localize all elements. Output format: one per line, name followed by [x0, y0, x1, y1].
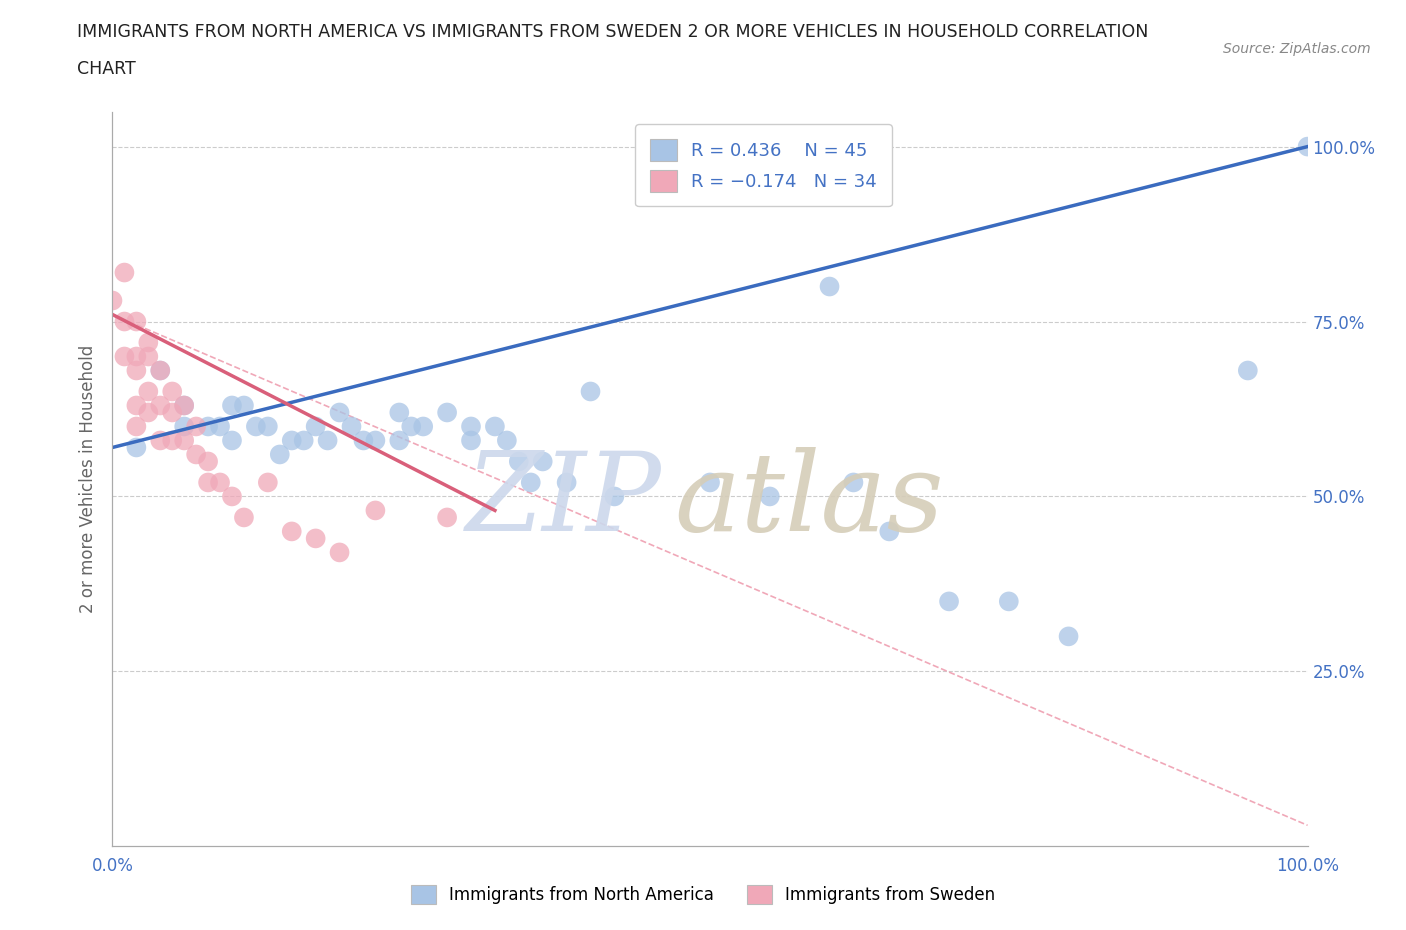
- Point: [149, 363, 172, 378]
- Point: [138, 384, 160, 399]
- Point: [1237, 363, 1260, 378]
- Point: [125, 363, 148, 378]
- Point: [233, 510, 256, 525]
- Point: [818, 279, 841, 294]
- Point: [388, 433, 411, 448]
- Point: [412, 419, 434, 434]
- Point: [114, 349, 135, 364]
- Point: [114, 265, 135, 280]
- Point: [699, 475, 721, 490]
- Point: [842, 475, 865, 490]
- Point: [173, 433, 195, 448]
- Point: [460, 433, 482, 448]
- Point: [149, 398, 172, 413]
- Text: atlas: atlas: [675, 447, 943, 554]
- Point: [138, 349, 160, 364]
- Text: IMMIGRANTS FROM NORTH AMERICA VS IMMIGRANTS FROM SWEDEN 2 OR MORE VEHICLES IN HO: IMMIGRANTS FROM NORTH AMERICA VS IMMIGRA…: [77, 23, 1149, 41]
- Point: [125, 440, 148, 455]
- Point: [209, 475, 232, 490]
- Point: [221, 433, 243, 448]
- Point: [257, 419, 280, 434]
- Point: [1057, 629, 1080, 644]
- Point: [138, 405, 160, 420]
- Point: [555, 475, 578, 490]
- Point: [162, 433, 183, 448]
- Point: [173, 398, 195, 413]
- Point: [436, 510, 458, 525]
- Point: [1296, 140, 1319, 154]
- Point: [401, 419, 423, 434]
- Point: [197, 419, 219, 434]
- Point: [125, 419, 148, 434]
- Point: [125, 398, 148, 413]
- Point: [149, 363, 172, 378]
- Point: [436, 405, 458, 420]
- Point: [149, 433, 172, 448]
- Point: [603, 489, 626, 504]
- Point: [281, 524, 304, 538]
- Point: [329, 405, 352, 420]
- Point: [998, 594, 1021, 609]
- Point: [269, 447, 291, 462]
- Point: [316, 433, 339, 448]
- Point: [352, 433, 374, 448]
- Point: [364, 433, 387, 448]
- Point: [340, 419, 363, 434]
- Point: [125, 349, 148, 364]
- Legend: Immigrants from North America, Immigrants from Sweden: Immigrants from North America, Immigrant…: [402, 876, 1004, 912]
- Point: [233, 398, 256, 413]
- Point: [484, 419, 506, 434]
- Point: [186, 447, 208, 462]
- Point: [388, 405, 411, 420]
- Point: [292, 433, 315, 448]
- Point: [162, 405, 183, 420]
- Point: [305, 531, 328, 546]
- Point: [221, 489, 243, 504]
- Point: [173, 419, 195, 434]
- Point: [221, 398, 243, 413]
- Point: [281, 433, 304, 448]
- Point: [245, 419, 267, 434]
- Text: CHART: CHART: [77, 60, 136, 78]
- Point: [329, 545, 352, 560]
- Point: [138, 335, 160, 350]
- Point: [186, 419, 208, 434]
- Point: [257, 475, 280, 490]
- Legend: R = 0.436    N = 45, R = −0.174   N = 34: R = 0.436 N = 45, R = −0.174 N = 34: [636, 125, 891, 206]
- Point: [496, 433, 519, 448]
- Point: [759, 489, 782, 504]
- Point: [197, 475, 219, 490]
- Point: [579, 384, 602, 399]
- Text: ZIP: ZIP: [467, 447, 662, 554]
- Point: [508, 454, 530, 469]
- Point: [305, 419, 328, 434]
- Y-axis label: 2 or more Vehicles in Household: 2 or more Vehicles in Household: [79, 345, 97, 613]
- Point: [197, 454, 219, 469]
- Point: [531, 454, 554, 469]
- Point: [460, 419, 482, 434]
- Text: Source: ZipAtlas.com: Source: ZipAtlas.com: [1223, 42, 1371, 56]
- Point: [162, 384, 183, 399]
- Point: [938, 594, 960, 609]
- Point: [114, 314, 135, 329]
- Point: [125, 314, 148, 329]
- Point: [209, 419, 232, 434]
- Point: [173, 398, 195, 413]
- Point: [879, 524, 901, 538]
- Point: [101, 293, 124, 308]
- Point: [520, 475, 543, 490]
- Point: [364, 503, 387, 518]
